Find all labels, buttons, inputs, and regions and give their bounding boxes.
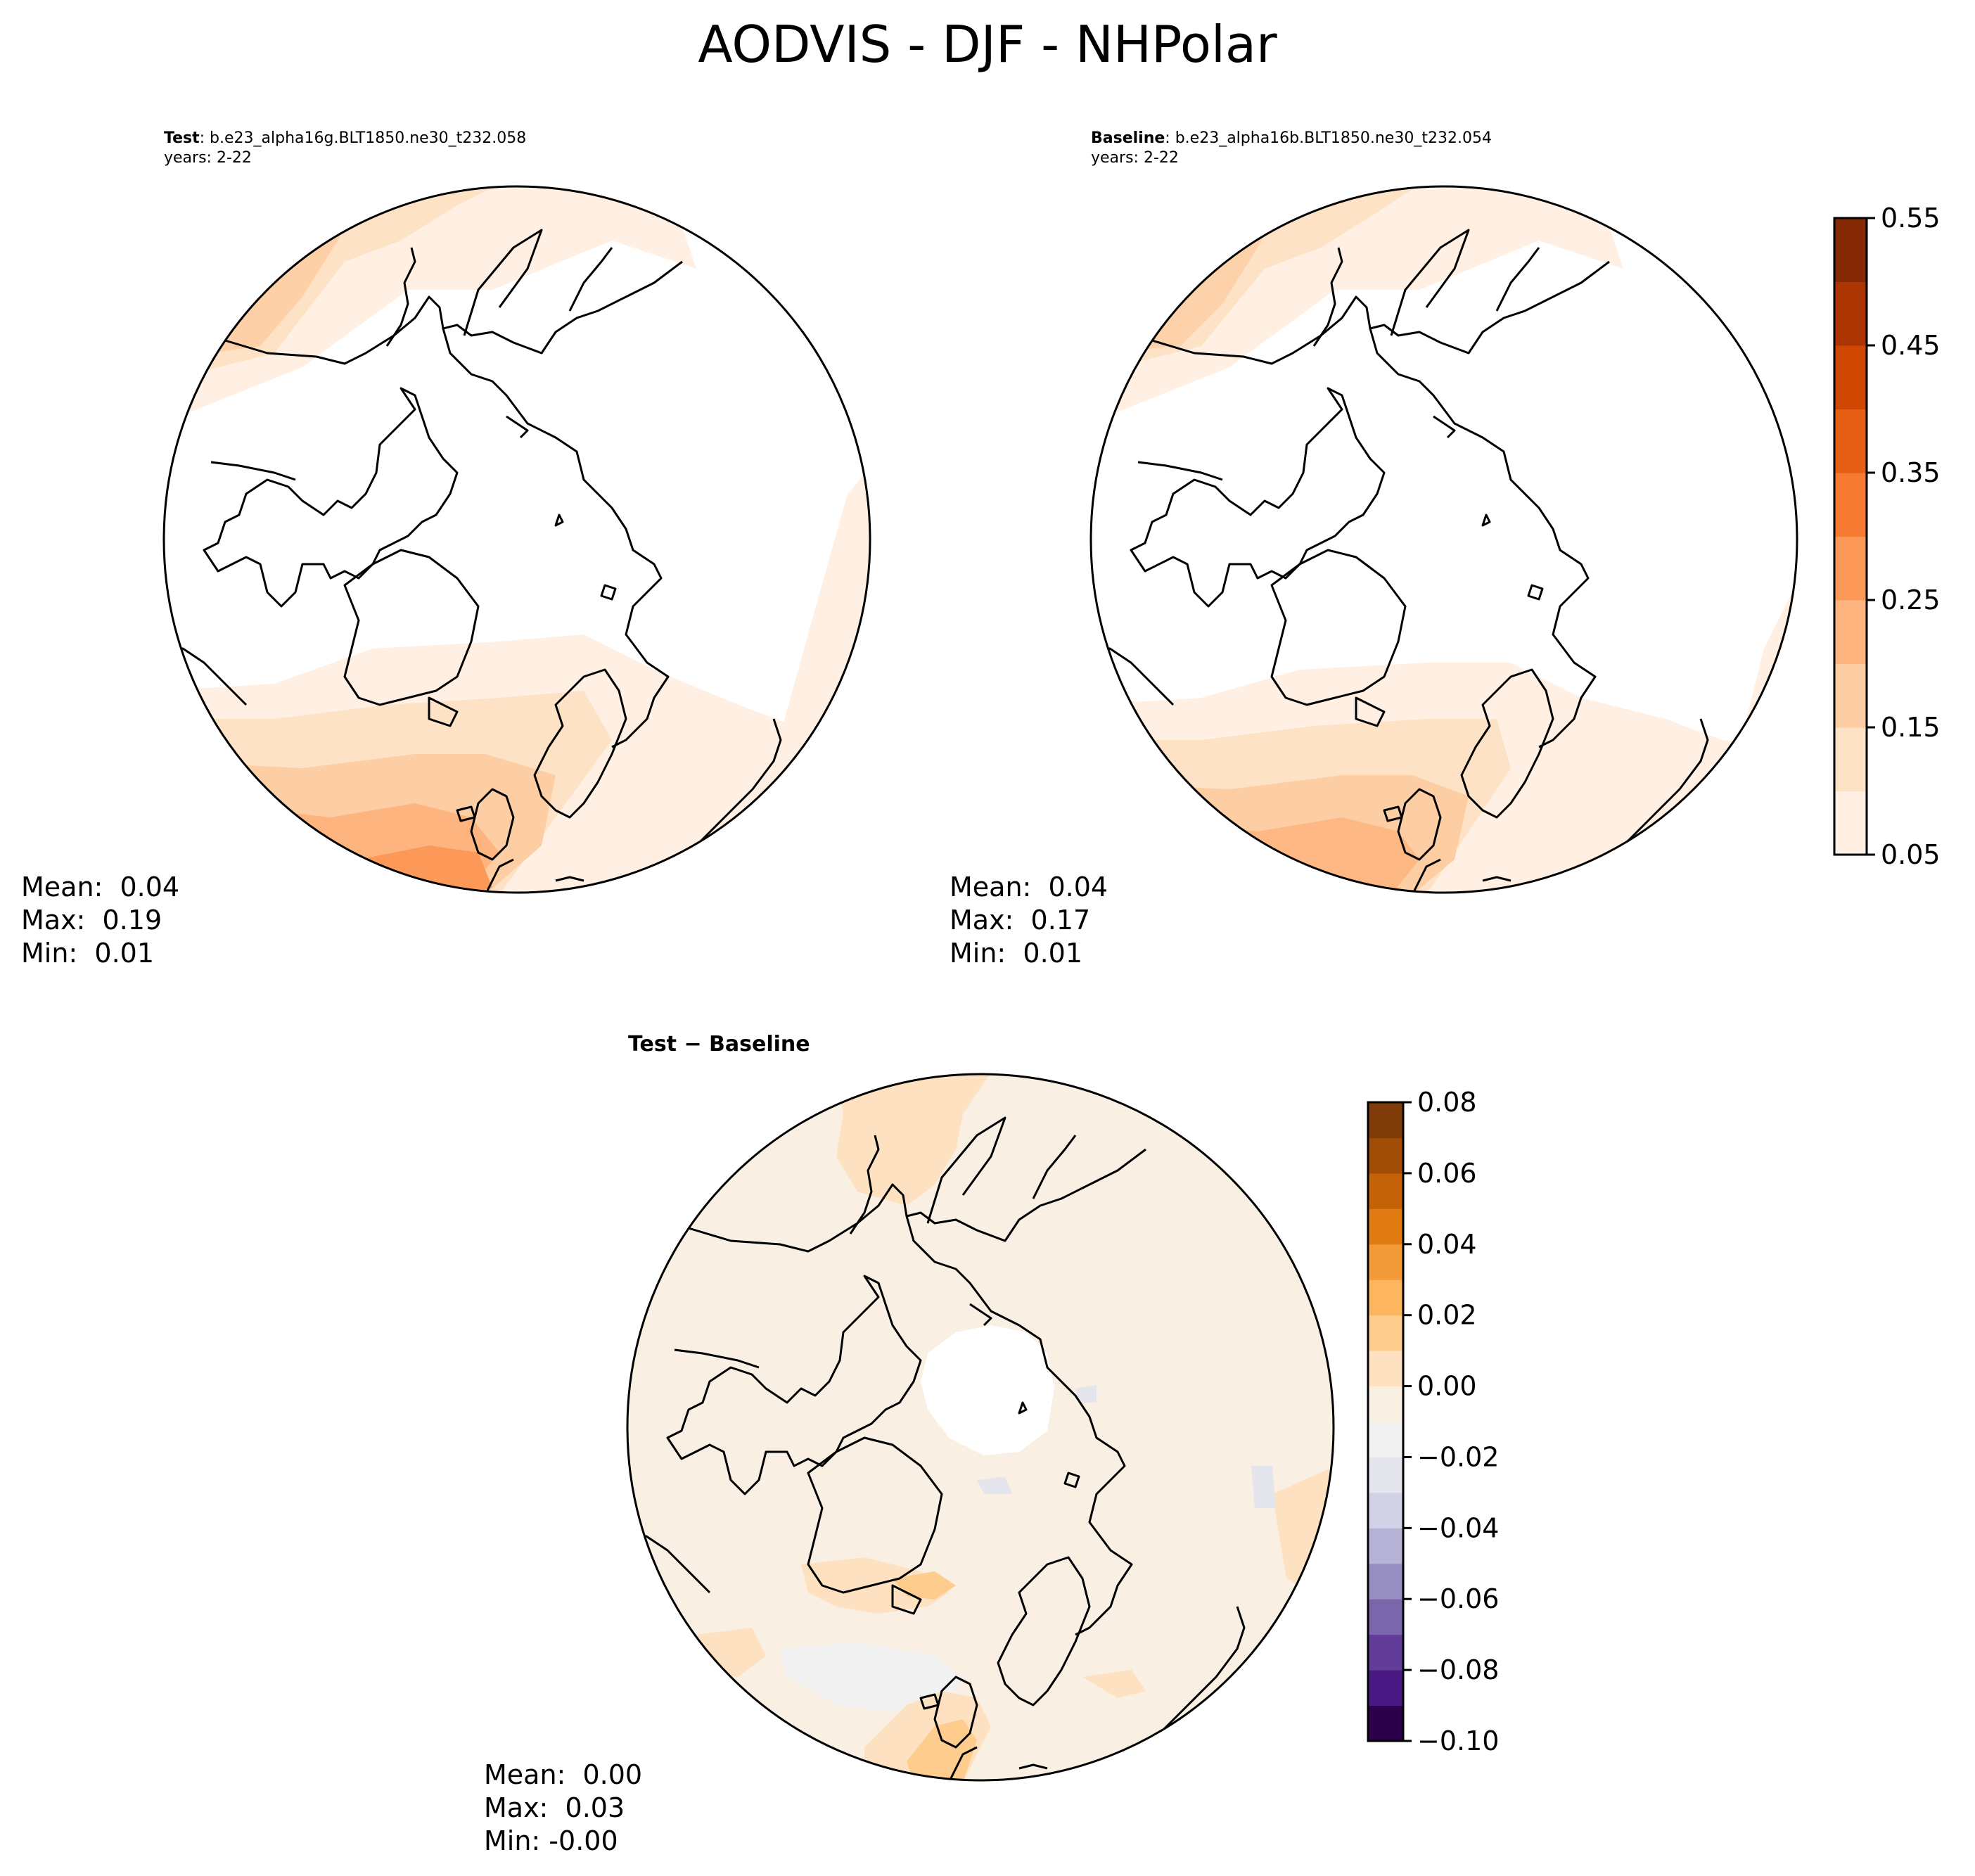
diff-stat-mean: Mean: 0.00 bbox=[484, 1759, 643, 1790]
main-colorbar-segment bbox=[1834, 345, 1867, 409]
test-panel-header: Test: b.e23_alpha16g.BLT1850.ne30_t232.0… bbox=[164, 129, 526, 168]
diff-colorbar-segment bbox=[1368, 1422, 1403, 1457]
diff-colorbar-tick-label: 0.00 bbox=[1417, 1371, 1477, 1402]
diff-colorbar-segment bbox=[1368, 1492, 1403, 1529]
main-colorbar-segment bbox=[1834, 791, 1867, 855]
diff-colorbar-tick-label: 0.06 bbox=[1417, 1158, 1477, 1189]
diff-colorbar: −0.10 −0.08 −0.06 −0.04 −0.02 0.00 0.02 0.04 0.0… bbox=[1367, 1087, 1499, 1756]
main-colorbar-segment bbox=[1834, 663, 1867, 728]
diff-map bbox=[626, 1073, 1335, 1782]
diff-colorbar-segment bbox=[1368, 1599, 1403, 1635]
baseline-stat-max: Max: 0.17 bbox=[950, 905, 1091, 936]
diff-colorbar-segment bbox=[1368, 1351, 1403, 1387]
baseline-stats: Mean: 0.04 Max: 0.17 Min: 0.01 bbox=[950, 871, 1108, 970]
diff-colorbar-tick-label: −0.04 bbox=[1417, 1512, 1499, 1543]
diff-colorbar-segment bbox=[1368, 1670, 1403, 1706]
baseline-case-name: : b.e23_alpha16b.BLT1850.ne30_t232.054 bbox=[1165, 129, 1492, 147]
diff-colorbar-tick-label: −0.06 bbox=[1417, 1583, 1499, 1614]
main-colorbar-segment bbox=[1834, 218, 1867, 282]
diff-colorbar-tick-label: 0.04 bbox=[1417, 1229, 1477, 1260]
main-colorbar-tick-label: 0.25 bbox=[1881, 585, 1941, 615]
diff-colorbar-segment bbox=[1368, 1244, 1403, 1280]
main-colorbar-tick-label: 0.15 bbox=[1881, 712, 1941, 743]
diff-colorbar-segment bbox=[1368, 1528, 1403, 1564]
diff-colorbar-frame bbox=[1367, 1101, 1405, 1742]
diff-title: Test − Baseline bbox=[628, 1032, 810, 1057]
diff-colorbar-segment bbox=[1368, 1208, 1403, 1245]
diff-stat-max: Max: 0.03 bbox=[484, 1792, 625, 1823]
diff-colorbar-tick-label: −0.08 bbox=[1417, 1654, 1499, 1685]
main-colorbar-segment bbox=[1834, 600, 1867, 664]
test-stat-mean: Mean: 0.04 bbox=[21, 872, 180, 902]
main-colorbar-segment bbox=[1834, 473, 1867, 537]
main-colorbar-tick-label: 0.05 bbox=[1881, 839, 1941, 870]
test-stat-max: Max: 0.19 bbox=[21, 905, 162, 936]
main-colorbar-segment bbox=[1834, 409, 1867, 473]
baseline-panel-header: Baseline: b.e23_alpha16b.BLT1850.ne30_t2… bbox=[1091, 129, 1492, 168]
figure-title: AODVIS - DJF - NHPolar bbox=[698, 15, 1277, 74]
diff-colorbar-segment bbox=[1368, 1386, 1403, 1422]
test-stat-min: Min: 0.01 bbox=[21, 938, 154, 969]
test-years: years: 2-22 bbox=[164, 149, 252, 167]
main-colorbar-segment bbox=[1834, 536, 1867, 601]
diff-colorbar-segment bbox=[1368, 1173, 1403, 1209]
diff-colorbar-segment bbox=[1368, 1563, 1403, 1600]
test-map bbox=[162, 185, 871, 894]
diff-colorbar-tick-label: 0.02 bbox=[1417, 1300, 1477, 1331]
main-colorbar-tick-label: 0.35 bbox=[1881, 457, 1941, 488]
main-colorbar: 0.05 0.15 0.25 0.35 0.45 0.55 bbox=[1833, 203, 1941, 870]
diff-colorbar-segment bbox=[1368, 1705, 1403, 1742]
diff-colorbar-segment bbox=[1368, 1280, 1403, 1316]
baseline-label: Baseline bbox=[1091, 129, 1165, 147]
diff-colorbar-tick-label: −0.02 bbox=[1417, 1441, 1499, 1472]
baseline-map bbox=[1089, 185, 1798, 894]
main-colorbar-tick-label: 0.45 bbox=[1881, 330, 1941, 361]
test-label: Test bbox=[164, 129, 200, 147]
test-stats: Mean: 0.04 Max: 0.19 Min: 0.01 bbox=[21, 871, 179, 970]
diff-colorbar-segment bbox=[1368, 1137, 1403, 1174]
diff-colorbar-segment bbox=[1368, 1315, 1403, 1351]
test-case-name: : b.e23_alpha16g.BLT1850.ne30_t232.058 bbox=[199, 129, 527, 147]
main-colorbar-tick-label: 0.55 bbox=[1881, 203, 1941, 234]
diff-colorbar-segment bbox=[1368, 1457, 1403, 1493]
main-colorbar-segment bbox=[1834, 281, 1867, 346]
diff-stats: Mean: 0.00 Max: 0.03 Min: -0.00 bbox=[484, 1759, 642, 1858]
baseline-stat-min: Min: 0.01 bbox=[950, 938, 1082, 969]
main-colorbar-frame bbox=[1833, 217, 1868, 856]
main-colorbar-segment bbox=[1834, 727, 1867, 791]
baseline-stat-mean: Mean: 0.04 bbox=[950, 872, 1108, 902]
diff-colorbar-tick-label: 0.08 bbox=[1417, 1087, 1477, 1118]
baseline-years: years: 2-22 bbox=[1091, 149, 1179, 167]
diff-colorbar-segment bbox=[1368, 1102, 1403, 1138]
diff-colorbar-segment bbox=[1368, 1634, 1403, 1671]
diff-stat-min: Min: -0.00 bbox=[484, 1825, 618, 1856]
diff-colorbar-tick-label: −0.10 bbox=[1417, 1725, 1499, 1756]
